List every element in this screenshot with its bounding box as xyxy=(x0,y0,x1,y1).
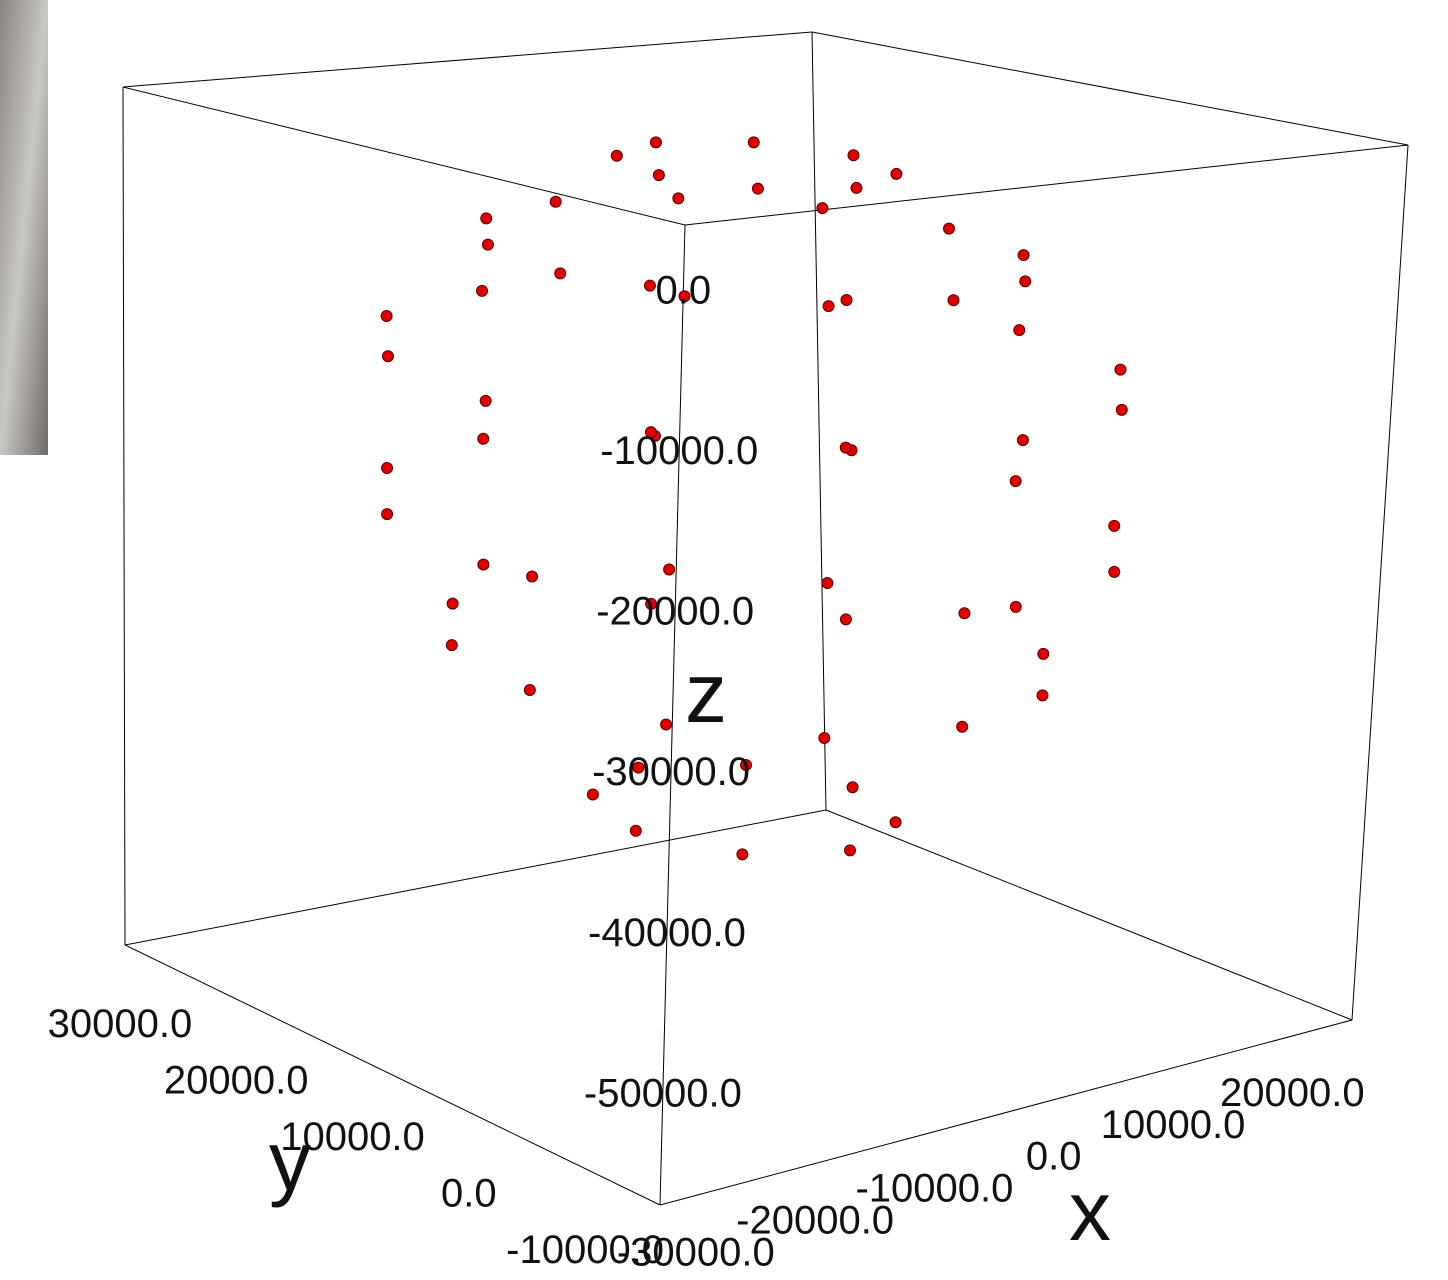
box-edges xyxy=(123,32,1408,1205)
point xyxy=(446,640,457,651)
point xyxy=(477,285,488,296)
point xyxy=(661,719,672,730)
point xyxy=(1109,566,1120,577)
point xyxy=(481,213,492,224)
z-tick-label: 0.0 xyxy=(656,268,712,312)
point xyxy=(817,203,828,214)
z-tick-label: -40000.0 xyxy=(588,911,746,955)
point xyxy=(1020,276,1031,287)
point xyxy=(630,825,641,836)
page: {"chart_data": { "type": "scatter3d", "x… xyxy=(0,0,1448,1280)
point xyxy=(447,598,458,609)
point xyxy=(1109,520,1120,531)
point xyxy=(890,817,901,828)
point xyxy=(478,559,489,570)
point xyxy=(1017,435,1028,446)
point xyxy=(381,311,392,322)
point xyxy=(959,608,970,619)
point xyxy=(957,721,968,732)
point xyxy=(823,301,834,312)
point xyxy=(737,849,748,860)
box-edge xyxy=(812,32,826,810)
x-tick-label: 20000.0 xyxy=(1220,1071,1365,1115)
point xyxy=(480,395,491,406)
points xyxy=(381,137,1127,860)
y-tick-label: 0.0 xyxy=(441,1172,497,1216)
background-photo-fragment xyxy=(0,0,48,455)
point xyxy=(382,463,393,474)
point xyxy=(1115,364,1126,375)
point xyxy=(1010,476,1021,487)
y-tick-label: -10000.0 xyxy=(506,1228,664,1272)
box-edge xyxy=(826,810,1352,1020)
y-tick-label: 20000.0 xyxy=(164,1058,309,1102)
box-edge xyxy=(812,32,1408,145)
point xyxy=(1014,325,1025,336)
point xyxy=(847,782,858,793)
x-axis-title: x xyxy=(1069,1164,1111,1258)
point xyxy=(524,684,535,695)
box-edge xyxy=(123,32,812,87)
point xyxy=(1116,404,1127,415)
point xyxy=(611,150,622,161)
z-tick-label: -20000.0 xyxy=(596,590,754,634)
x-tick-label: -10000.0 xyxy=(855,1167,1013,1211)
point xyxy=(1038,648,1049,659)
point xyxy=(1037,690,1048,701)
point xyxy=(527,571,538,582)
box-edge xyxy=(660,225,685,1205)
point xyxy=(841,295,852,306)
point xyxy=(382,351,393,362)
box-edge xyxy=(123,87,125,945)
point xyxy=(550,196,561,207)
point xyxy=(664,564,675,575)
point xyxy=(819,732,830,743)
y-axis-title: y xyxy=(269,1114,311,1208)
point xyxy=(653,170,664,181)
y-tick-label: 30000.0 xyxy=(48,1002,193,1046)
point xyxy=(752,183,763,194)
point xyxy=(840,442,851,453)
point xyxy=(478,433,489,444)
point xyxy=(851,182,862,193)
point xyxy=(891,168,902,179)
point xyxy=(673,193,684,204)
point xyxy=(382,509,393,520)
z-tick-label: -30000.0 xyxy=(592,750,750,794)
labels: -50000.0 -40000.0 -30000.0 -20000.0 -10000.0… xyxy=(48,268,1365,1274)
chart: -50000.0 -40000.0 -30000.0 -20000.0 -10000.0… xyxy=(0,0,1448,1280)
point xyxy=(1010,601,1021,612)
z-tick-label: -10000.0 xyxy=(600,429,758,473)
point xyxy=(748,137,759,148)
box-edge xyxy=(685,145,1408,225)
point xyxy=(848,150,859,161)
point xyxy=(840,614,851,625)
point xyxy=(482,239,493,250)
point xyxy=(555,268,566,279)
point xyxy=(948,295,959,306)
point xyxy=(845,845,856,856)
point xyxy=(943,223,954,234)
point xyxy=(650,137,661,148)
box-edge xyxy=(1352,145,1408,1020)
z-tick-label: -50000.0 xyxy=(584,1072,742,1116)
point xyxy=(644,280,655,291)
point xyxy=(1018,250,1029,261)
box-edge xyxy=(123,87,685,225)
z-axis-title: z xyxy=(685,646,727,740)
point xyxy=(822,577,833,588)
